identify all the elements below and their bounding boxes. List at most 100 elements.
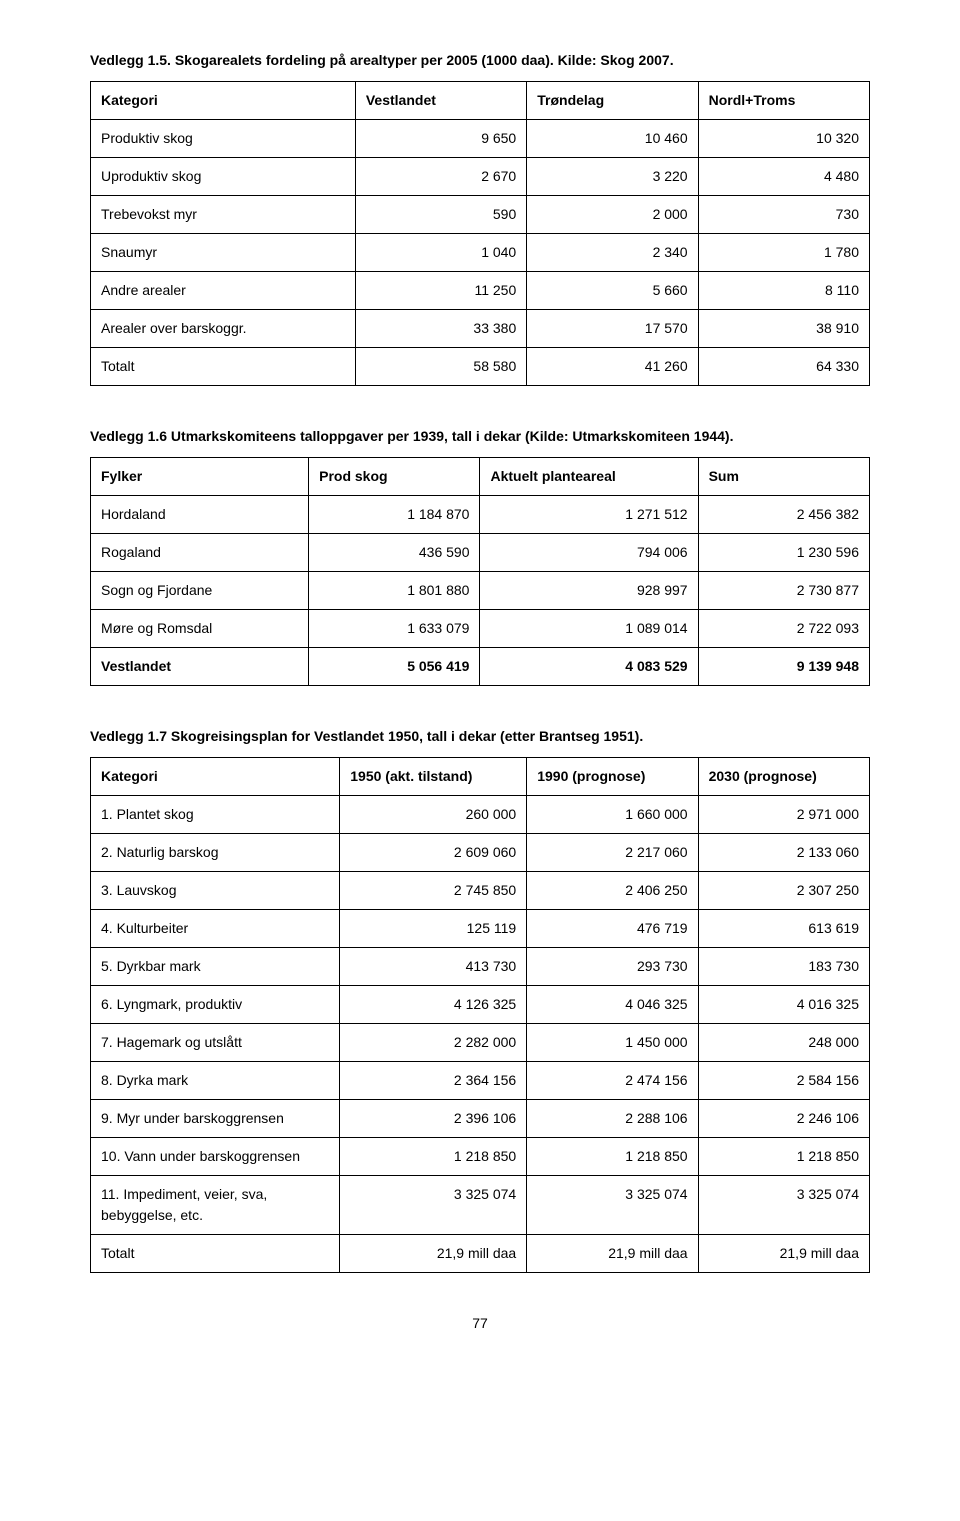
row-value: 64 330 [698,348,869,386]
table-row: 8. Dyrka mark2 364 1562 474 1562 584 156 [91,1062,870,1100]
table-row: Trebevokst myr5902 000730 [91,196,870,234]
row-label: Uproduktiv skog [91,158,356,196]
row-value: 5 056 419 [309,648,480,686]
table-row: Snaumyr1 0402 3401 780 [91,234,870,272]
table-row: Rogaland436 590794 0061 230 596 [91,534,870,572]
row-value: 248 000 [698,1024,869,1062]
row-value: 2 282 000 [340,1024,527,1062]
table3-col1: 1950 (akt. tilstand) [340,758,527,796]
row-value: 2 609 060 [340,834,527,872]
row-value: 4 126 325 [340,986,527,1024]
table3-col0: Kategori [91,758,340,796]
row-label: Møre og Romsdal [91,610,309,648]
row-value: 2 246 106 [698,1100,869,1138]
row-value: 1 089 014 [480,610,698,648]
row-value: 3 325 074 [527,1176,698,1235]
row-value: 58 580 [355,348,526,386]
row-value: 1 801 880 [309,572,480,610]
row-value: 4 480 [698,158,869,196]
row-label: Totalt [91,1235,340,1273]
row-value: 10 460 [527,120,698,158]
table-row: Produktiv skog9 65010 46010 320 [91,120,870,158]
row-value: 9 650 [355,120,526,158]
table-row: Arealer over barskoggr.33 38017 57038 91… [91,310,870,348]
row-value: 260 000 [340,796,527,834]
row-value: 2 456 382 [698,496,869,534]
row-value: 11 250 [355,272,526,310]
row-value: 2 474 156 [527,1062,698,1100]
row-value: 8 110 [698,272,869,310]
row-value: 4 083 529 [480,648,698,686]
row-value: 413 730 [340,948,527,986]
table-row: 11. Impediment, veier, sva, bebyggelse, … [91,1176,870,1235]
row-value: 1 218 850 [698,1138,869,1176]
table-row: 5. Dyrkbar mark413 730293 730183 730 [91,948,870,986]
row-value: 4 046 325 [527,986,698,1024]
row-label: Rogaland [91,534,309,572]
table3-col3: 2030 (prognose) [698,758,869,796]
row-label: 3. Lauvskog [91,872,340,910]
row-value: 2 396 106 [340,1100,527,1138]
row-value: 1 660 000 [527,796,698,834]
row-value: 1 450 000 [527,1024,698,1062]
row-value: 1 218 850 [527,1138,698,1176]
table3-col2: 1990 (prognose) [527,758,698,796]
row-label: 8. Dyrka mark [91,1062,340,1100]
row-label: 6. Lyngmark, produktiv [91,986,340,1024]
table2-col0: Fylker [91,458,309,496]
table-row: Sogn og Fjordane1 801 880928 9972 730 87… [91,572,870,610]
table-row: 4. Kulturbeiter125 119476 719613 619 [91,910,870,948]
row-value: 1 184 870 [309,496,480,534]
row-value: 2 364 156 [340,1062,527,1100]
table1-col0: Kategori [91,82,356,120]
row-label: 10. Vann under barskoggrensen [91,1138,340,1176]
table2-col2: Aktuelt planteareal [480,458,698,496]
row-label: Sogn og Fjordane [91,572,309,610]
table3: Kategori 1950 (akt. tilstand) 1990 (prog… [90,757,870,1273]
row-value: 1 230 596 [698,534,869,572]
table-row: Totalt21,9 mill daa21,9 mill daa21,9 mil… [91,1235,870,1273]
row-label: Trebevokst myr [91,196,356,234]
row-label: Hordaland [91,496,309,534]
table1-col1: Vestlandet [355,82,526,120]
table-row: Totalt58 58041 26064 330 [91,348,870,386]
row-value: 17 570 [527,310,698,348]
row-value: 1 780 [698,234,869,272]
table-row: 3. Lauvskog2 745 8502 406 2502 307 250 [91,872,870,910]
table1-body: Produktiv skog9 65010 46010 320Uprodukti… [91,120,870,386]
table2: Fylker Prod skog Aktuelt planteareal Sum… [90,457,870,686]
row-label: 2. Naturlig barskog [91,834,340,872]
table3-heading: Vedlegg 1.7 Skogreisingsplan for Vestlan… [90,726,870,747]
row-value: 2 288 106 [527,1100,698,1138]
row-value: 613 619 [698,910,869,948]
row-label: Vestlandet [91,648,309,686]
row-label: 11. Impediment, veier, sva, bebyggelse, … [91,1176,340,1235]
table-row: 6. Lyngmark, produktiv4 126 3254 046 325… [91,986,870,1024]
table2-col3: Sum [698,458,869,496]
table-row: 7. Hagemark og utslått2 282 0001 450 000… [91,1024,870,1062]
row-value: 4 016 325 [698,986,869,1024]
row-value: 1 633 079 [309,610,480,648]
row-value: 590 [355,196,526,234]
table2-heading: Vedlegg 1.6 Utmarkskomiteens talloppgave… [90,426,870,447]
table-row: Andre arealer11 2505 6608 110 [91,272,870,310]
row-value: 2 406 250 [527,872,698,910]
row-value: 2 133 060 [698,834,869,872]
row-label: Produktiv skog [91,120,356,158]
table-row: 10. Vann under barskoggrensen1 218 8501 … [91,1138,870,1176]
table2-body: Hordaland1 184 8701 271 5122 456 382Roga… [91,496,870,686]
table-row: Uproduktiv skog2 6703 2204 480 [91,158,870,196]
table-row: Møre og Romsdal1 633 0791 089 0142 722 0… [91,610,870,648]
table-row: Hordaland1 184 8701 271 5122 456 382 [91,496,870,534]
table-row: 9. Myr under barskoggrensen2 396 1062 28… [91,1100,870,1138]
row-value: 21,9 mill daa [340,1235,527,1273]
row-value: 3 325 074 [340,1176,527,1235]
row-value: 476 719 [527,910,698,948]
row-label: Snaumyr [91,234,356,272]
row-value: 794 006 [480,534,698,572]
row-value: 41 260 [527,348,698,386]
row-value: 38 910 [698,310,869,348]
row-value: 2 000 [527,196,698,234]
row-value: 436 590 [309,534,480,572]
row-value: 1 218 850 [340,1138,527,1176]
